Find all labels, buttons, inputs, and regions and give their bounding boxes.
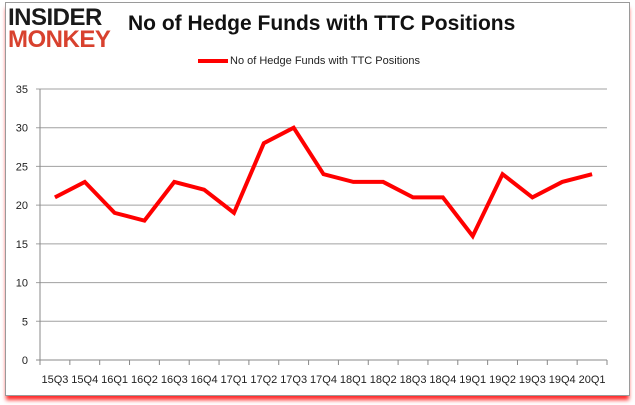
legend-label: No of Hedge Funds with TTC Positions [230,55,420,67]
chart-title: No of Hedge Funds with TTC Positions [128,12,516,35]
x-tick-label: 18Q2 [370,374,397,386]
legend-swatch [198,59,228,63]
logo-line-2: MONKEY [8,26,111,53]
logo-line-1: INSIDER [8,4,102,31]
x-tick-label: 15Q4 [71,374,98,386]
x-tick-label: 16Q2 [131,374,158,386]
x-tick-label: 19Q3 [519,374,546,386]
x-tick-label: 17Q3 [280,374,307,386]
x-tick-label: 18Q1 [340,374,367,386]
y-tick-label: 0 [22,355,28,367]
x-tick-label: 19Q2 [489,374,516,386]
x-tick-label: 16Q4 [191,374,218,386]
legend: No of Hedge Funds with TTC Positions [198,55,420,67]
y-tick-label: 25 [16,161,28,173]
x-tick-label: 20Q1 [579,374,606,386]
y-tick-label: 20 [16,200,28,212]
x-tick-label: 18Q4 [429,374,456,386]
y-tick-label: 10 [16,278,28,290]
y-tick-label: 30 [16,123,28,135]
insider-monkey-logo: INSIDER MONKEY [8,4,111,53]
x-tick-label: 17Q4 [310,374,337,386]
y-tick-label: 15 [16,239,28,251]
x-tick-label: 17Q1 [221,374,248,386]
x-tick-label: 15Q3 [41,374,68,386]
x-tick-label: 17Q2 [250,374,277,386]
x-tick-label: 16Q3 [161,374,188,386]
x-tick-label: 19Q4 [549,374,576,386]
x-tick-label: 19Q1 [459,374,486,386]
chart-frame [5,2,630,396]
series-line [53,125,593,240]
y-tick-label: 35 [16,84,28,96]
x-tick-label: 18Q3 [400,374,427,386]
x-tick-label: 16Q1 [101,374,128,386]
y-tick-label: 5 [22,316,28,328]
